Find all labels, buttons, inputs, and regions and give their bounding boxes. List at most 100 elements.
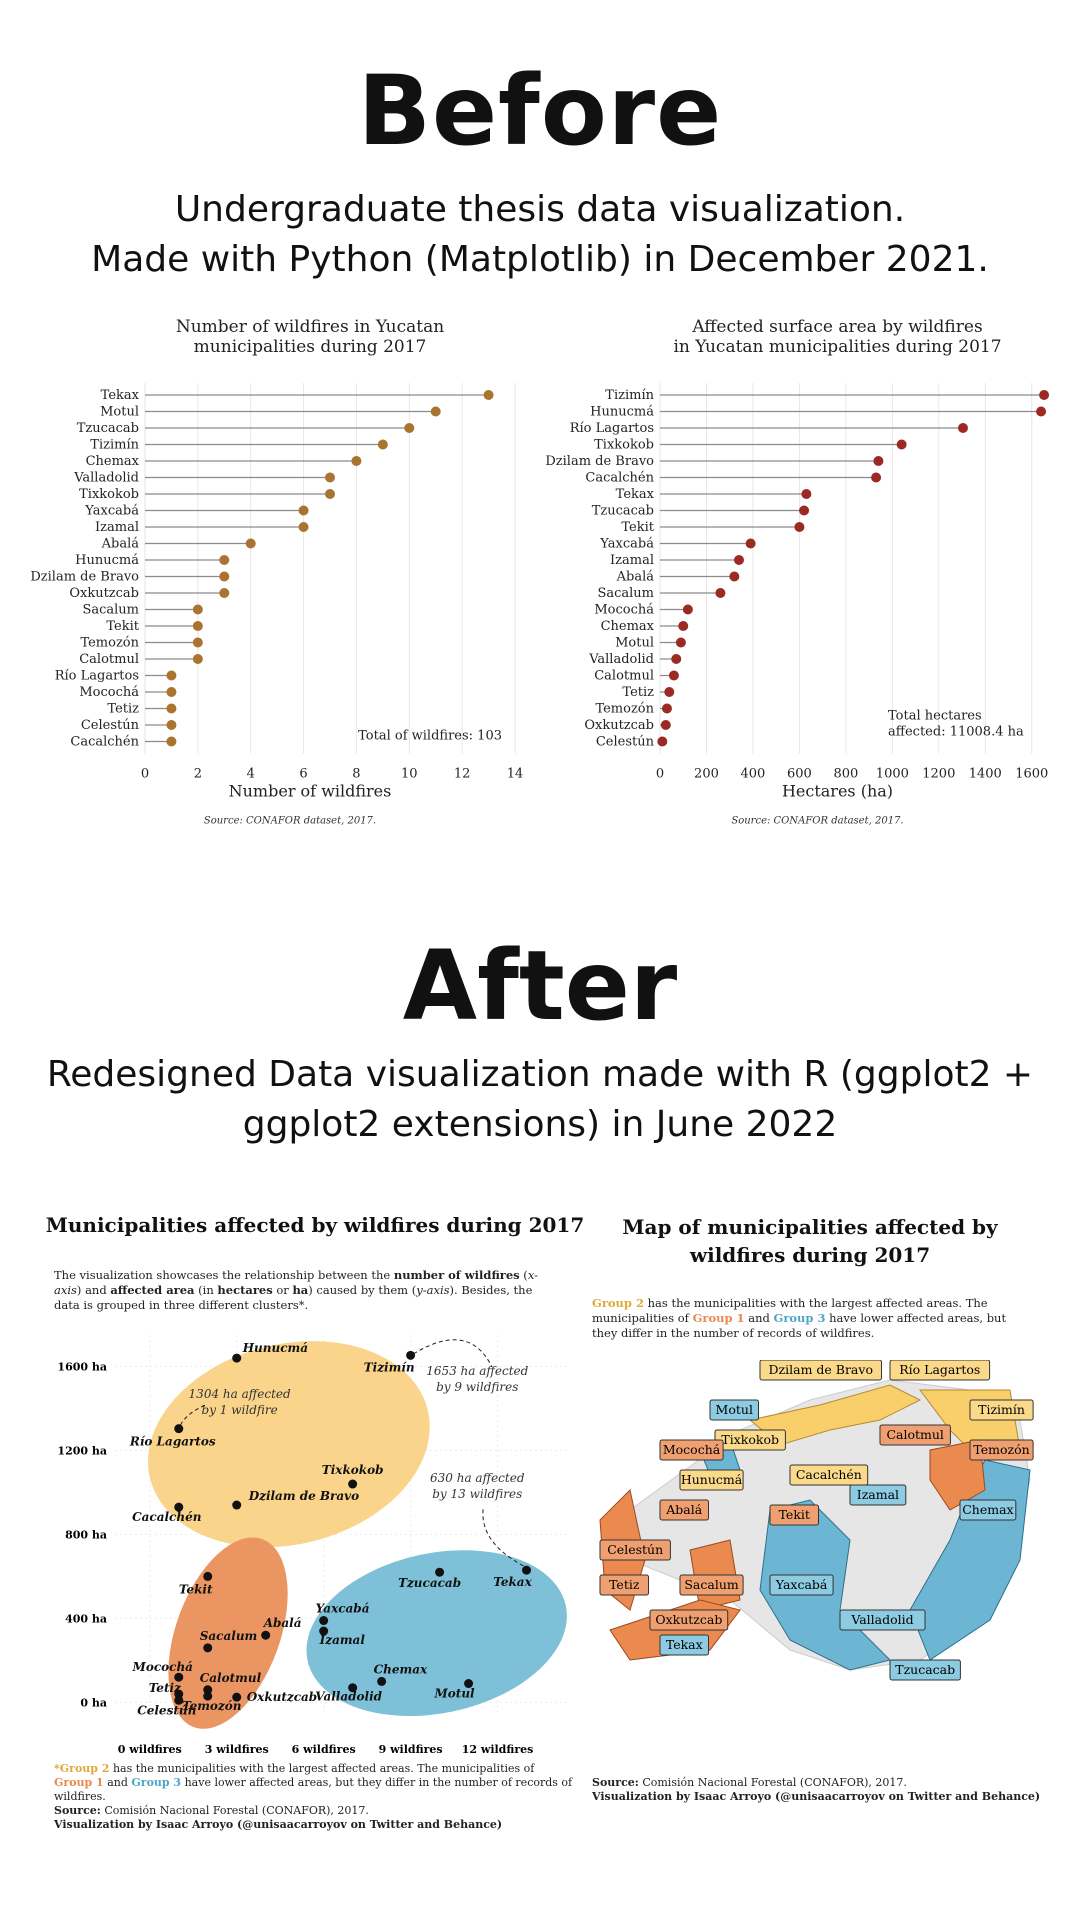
lollipop-point bbox=[1039, 390, 1050, 400]
chart-title-line: municipalities during 2017 bbox=[194, 337, 427, 357]
annotation-line: 1304 ha affected bbox=[189, 1387, 291, 1401]
before-subtitle: Undergraduate thesis data visualization.… bbox=[0, 185, 1080, 285]
point-dzilam-de-bravo bbox=[232, 1500, 242, 1510]
map-label-tekax: Tekax bbox=[666, 1637, 703, 1652]
chart-title-line: Affected surface area by wildfires bbox=[691, 317, 982, 337]
point-label-tekax: Tekax bbox=[493, 1575, 532, 1589]
point-label-cacalchen: Cacalchén bbox=[132, 1510, 201, 1524]
annotation-line: by 13 wildfires bbox=[432, 1487, 522, 1501]
map-label-box-group1 bbox=[659, 1499, 709, 1521]
map-label-motul: Motul bbox=[716, 1402, 753, 1417]
point-abala bbox=[261, 1630, 271, 1640]
point-tekax bbox=[522, 1565, 532, 1575]
lollipop-point bbox=[871, 472, 882, 483]
before-subtitle-line1: Undergraduate thesis data visualization. bbox=[174, 189, 906, 230]
point-mococha bbox=[174, 1672, 184, 1682]
lollipop-point bbox=[483, 390, 494, 400]
lollipop-point bbox=[219, 555, 230, 565]
x-tick-label: 6 wildfires bbox=[292, 1743, 356, 1756]
cluster-group3 bbox=[306, 1550, 567, 1717]
map-title: Map of municipalities affected by wildfi… bbox=[585, 1213, 1035, 1269]
map-label-box-group3 bbox=[709, 1399, 759, 1421]
lollipop-point bbox=[298, 505, 309, 516]
y-tick-label: Celestún bbox=[596, 735, 655, 750]
x-tick-label: 4 bbox=[247, 767, 255, 782]
map-label-box-group3 bbox=[849, 1484, 907, 1506]
point-rio-lagartos bbox=[174, 1424, 184, 1434]
map-label-sacalum: Sacalum bbox=[684, 1577, 739, 1592]
lollipop-point bbox=[245, 538, 256, 549]
point-label-tetiz: Tetiz bbox=[149, 1681, 182, 1695]
lollipop-point bbox=[166, 670, 177, 681]
x-tick-label: 14 bbox=[507, 767, 524, 782]
map-label-chemax: Chemax bbox=[962, 1502, 1013, 1517]
lollipop-point bbox=[219, 571, 230, 582]
y-tick-label: Tekax bbox=[616, 487, 655, 502]
after-subtitle: Redesigned Data visualization made with … bbox=[0, 1050, 1080, 1150]
point-label-hunucma: Hunucmá bbox=[242, 1341, 308, 1355]
y-tick-label: Tixkokob bbox=[594, 438, 654, 453]
point-label-tekit: Tekit bbox=[179, 1582, 213, 1596]
lollipop-point bbox=[192, 654, 203, 664]
lollipop-point bbox=[325, 489, 335, 499]
y-tick-label: Oxkutzcab bbox=[584, 718, 654, 733]
map-footer: Source: Comisión Nacional Forestal (CONA… bbox=[592, 1776, 1052, 1804]
map-label-tekit: Tekit bbox=[779, 1507, 810, 1522]
lollipop-point bbox=[166, 703, 177, 714]
after-title: After bbox=[402, 930, 678, 1042]
scatter-footnote: *Group 2 has the municipalities with the… bbox=[54, 1762, 574, 1832]
footnote-text1: has the municipalities with the largest … bbox=[109, 1762, 535, 1775]
map-label-box-group2 bbox=[889, 1360, 991, 1381]
chart-title-line: in Yucatan municipalities during 2017 bbox=[673, 337, 1001, 357]
wildfires-scatter-chart: 0 ha 400 ha 800 ha 1200 ha 1600 ha 0 wildfire… bbox=[57, 1335, 570, 1756]
y-tick-label: Calotmul bbox=[79, 652, 139, 667]
point-valladolid bbox=[348, 1683, 358, 1693]
point-temozon bbox=[203, 1691, 213, 1701]
lollipop-point bbox=[745, 538, 756, 549]
x-tick-label: 8 bbox=[352, 767, 360, 782]
y-tick-label: Tizimín bbox=[90, 438, 139, 453]
y-tick-label: Chemax bbox=[601, 619, 655, 634]
point-chemax bbox=[377, 1676, 387, 1686]
y-tick-label: Temozón bbox=[595, 702, 654, 717]
y-tick-label: Tixkokob bbox=[79, 487, 139, 502]
map-label-box-group1 bbox=[599, 1539, 671, 1561]
x-tick-label: 1200 bbox=[922, 767, 955, 782]
map-description: Group 2 has the municipalities with the … bbox=[592, 1296, 1032, 1341]
footnote-star: * bbox=[54, 1762, 60, 1775]
y-tick-label: Izamal bbox=[610, 553, 654, 568]
map-desc-group2: Group 2 bbox=[592, 1296, 644, 1310]
point-label-dzilam-de-bravo: Dzilam de Bravo bbox=[248, 1489, 359, 1503]
lollipop-point bbox=[166, 736, 177, 747]
y-tick-label: Calotmul bbox=[594, 669, 654, 684]
x-tick-label: 9 wildfires bbox=[379, 1743, 443, 1756]
annotation-arrow bbox=[413, 1339, 493, 1367]
map-label-valladolid: Valladolid bbox=[850, 1612, 913, 1627]
x-tick-label: 200 bbox=[694, 767, 719, 782]
y-tick-label: Motul bbox=[615, 636, 654, 651]
map-label-box-group1 bbox=[599, 1574, 649, 1596]
x-tick-label: 10 bbox=[401, 767, 418, 782]
map-label-celestun: Celestún bbox=[607, 1542, 663, 1557]
lollipop-point bbox=[657, 736, 668, 747]
lollipop-point bbox=[801, 489, 812, 499]
chart-title-line: Number of wildfires in Yucatan bbox=[176, 317, 444, 337]
point-label-tizimin: Tizimín bbox=[364, 1360, 415, 1374]
point-yaxcaba bbox=[319, 1616, 329, 1626]
map-label-izamal: Izamal bbox=[857, 1487, 899, 1502]
y-tick-label: Yaxcabá bbox=[599, 537, 654, 552]
y-tick-label: Abalá bbox=[101, 537, 140, 552]
y-tick-label: Tetiz bbox=[622, 685, 654, 700]
lollipop-point bbox=[1036, 406, 1047, 417]
footnote-source: Comisión Nacional Forestal (CONAFOR), 20… bbox=[100, 1804, 369, 1817]
y-tick-label: Izamal bbox=[95, 520, 139, 535]
point-hunucma bbox=[232, 1353, 242, 1363]
map-label-tizimin: Tizimín bbox=[978, 1402, 1025, 1417]
lollipop-point bbox=[660, 720, 671, 730]
annotation-line: 1653 ha affected bbox=[426, 1364, 528, 1378]
y-tick-label: Sacalum bbox=[597, 586, 654, 601]
lollipop-point bbox=[734, 555, 744, 565]
map-source-label: Source: bbox=[592, 1776, 639, 1789]
lollipop-point bbox=[166, 720, 177, 730]
